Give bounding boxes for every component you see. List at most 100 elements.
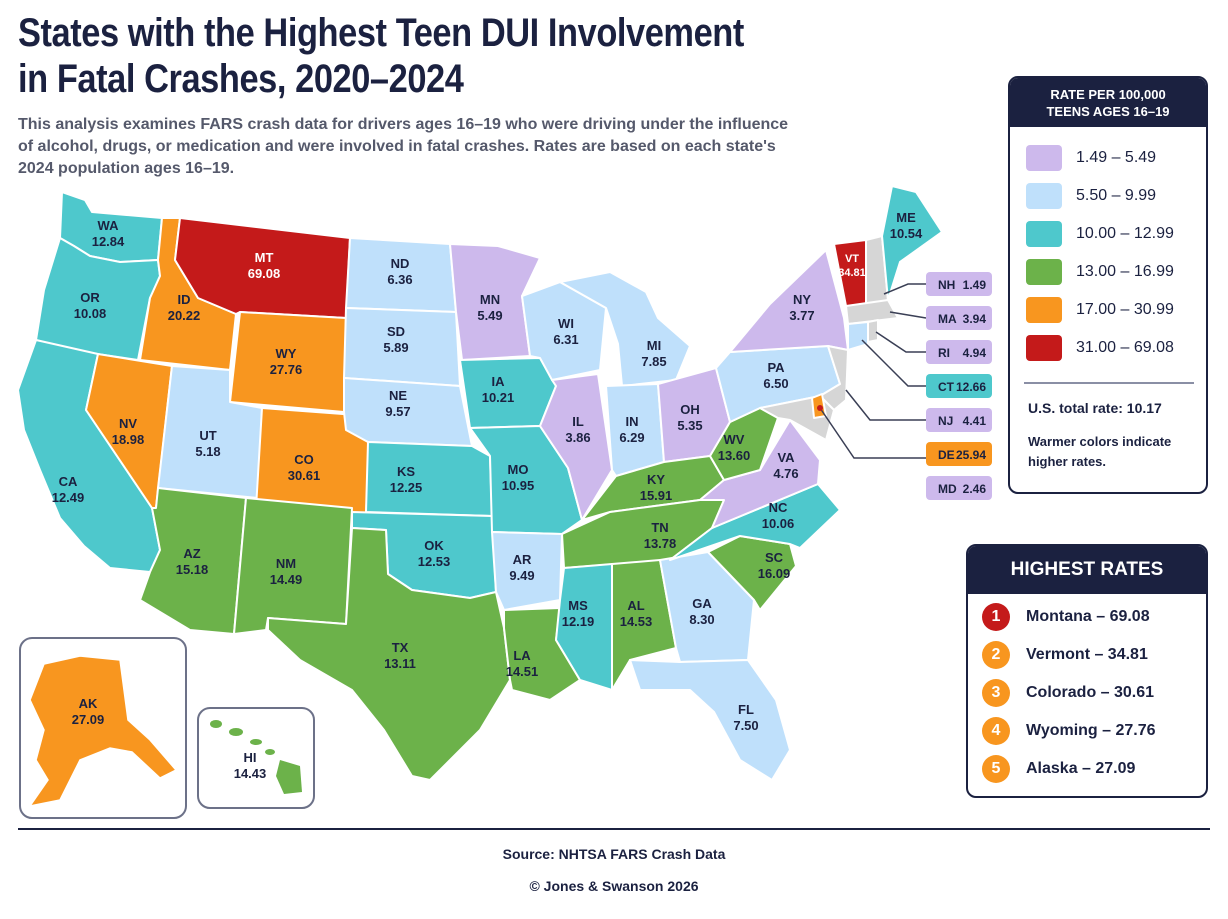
label-TX: TX [392, 640, 409, 655]
label-NC: NC [769, 500, 788, 515]
label-MN: MN [480, 292, 500, 307]
small-state-ri-box[interactable] [926, 340, 992, 364]
highest-rates-title: HIGHEST RATES [968, 546, 1206, 594]
small-state-md-box[interactable] [926, 476, 992, 500]
value-AR: 9.49 [509, 568, 534, 583]
highest-label: Vermont – 34.81 [1026, 646, 1148, 663]
label-MT: MT [255, 250, 274, 265]
small-state-ri-value: 4.94 [963, 346, 987, 360]
legend-swatch [1026, 221, 1062, 247]
value-MS: 12.19 [562, 614, 595, 629]
value-NC: 10.06 [762, 516, 795, 531]
highest-label: Wyoming – 27.76 [1026, 722, 1156, 739]
value-ME: 10.54 [890, 226, 923, 241]
legend-label: 1.49 – 5.49 [1076, 149, 1157, 166]
value-LA: 14.51 [506, 664, 539, 679]
state-IL[interactable] [539, 373, 613, 521]
state-KS[interactable] [365, 441, 493, 517]
state-MI[interactable] [559, 271, 691, 387]
label-MO: MO [508, 462, 529, 477]
rank-badge: 4 [982, 717, 1010, 745]
state-NY[interactable] [729, 249, 849, 353]
value-WA: 12.84 [92, 234, 125, 249]
state-NC[interactable] [669, 483, 841, 561]
label-WI: WI [558, 316, 574, 331]
small-state-ma-box[interactable] [926, 306, 992, 330]
source-note: Source: NHTSA FARS Crash Data [502, 846, 726, 862]
value-MT: 69.08 [248, 266, 281, 281]
legend-bin-6: 31.00 – 69.08 [1026, 334, 1174, 362]
title-line-1: States with the Highest Teen DUI Involve… [18, 11, 744, 55]
label-CA: CA [59, 474, 78, 489]
legend-label: 17.00 – 30.99 [1076, 301, 1174, 318]
small-state-nj-code: NJ [938, 414, 953, 428]
label-OR: OR [80, 290, 100, 305]
legend-bin-4: 13.00 – 16.99 [1026, 258, 1174, 286]
value-NE: 9.57 [385, 404, 410, 419]
label-SD: SD [387, 324, 405, 339]
small-state-nj-box[interactable] [926, 408, 992, 432]
small-state-md-value: 2.46 [963, 482, 987, 496]
legend-bin-2: 5.50 – 9.99 [1026, 182, 1156, 210]
value-KY: 15.91 [640, 488, 673, 503]
legend-title-line-1: RATE PER 100,000 [1050, 87, 1166, 102]
state-CT[interactable] [847, 321, 869, 351]
value-CO: 30.61 [288, 468, 321, 483]
legend-note: Warmer colors indicate higher rates. [1028, 434, 1172, 469]
state-AZ[interactable] [139, 487, 247, 635]
label-WY: WY [276, 346, 297, 361]
label-UT: UT [199, 428, 216, 443]
legend-label: 31.00 – 69.08 [1076, 339, 1174, 356]
label-AK: AK [79, 696, 98, 711]
label-HI: HI [244, 750, 257, 765]
small-state-md-code: MD [938, 482, 957, 496]
legend-bin-5: 17.00 – 30.99 [1026, 296, 1174, 324]
label-KS: KS [397, 464, 415, 479]
rank-badge: 3 [982, 679, 1010, 707]
us-total-rate: U.S. total rate: 10.17 [1028, 400, 1162, 416]
state-MA[interactable] [845, 299, 899, 325]
state-AR[interactable] [491, 531, 563, 611]
state-RI[interactable] [867, 319, 879, 343]
small-state-nh-value: 1.49 [963, 278, 987, 292]
copyright-note: © Jones & Swanson 2026 [529, 878, 699, 894]
title-line-2: in Fatal Crashes, 2020–2024 [18, 57, 464, 101]
label-WA: WA [98, 218, 120, 233]
small-state-de-box[interactable] [926, 442, 992, 466]
state-FL[interactable] [629, 659, 791, 781]
value-WY: 27.76 [270, 362, 303, 377]
state-AK[interactable] [28, 655, 178, 808]
highest-label: Montana – 69.08 [1026, 608, 1150, 625]
value-GA: 8.30 [689, 612, 714, 627]
rank-badge: 2 [982, 641, 1010, 669]
label-AL: AL [627, 598, 644, 613]
value-TX: 13.11 [384, 656, 416, 671]
value-VA: 4.76 [773, 466, 798, 481]
small-state-ct-box[interactable] [926, 374, 992, 398]
value-HI: 14.43 [234, 766, 267, 781]
highest-label: Colorado – 30.61 [1026, 684, 1155, 701]
legend-title: RATE PER 100,000 TEENS AGES 16–19 [1010, 78, 1206, 127]
legend-swatch [1026, 259, 1062, 285]
highest-item-4: 4 Wyoming – 27.76 [982, 716, 1156, 746]
label-LA: LA [513, 648, 531, 663]
value-WV: 13.60 [718, 448, 751, 463]
state-ME[interactable] [881, 185, 943, 301]
legend-swatch [1026, 335, 1062, 361]
legend-bin-1: 1.49 – 5.49 [1026, 144, 1156, 172]
legend-swatch [1026, 145, 1062, 171]
state-AL[interactable] [611, 559, 677, 691]
highest-item-5: 5 Alaska – 27.09 [982, 754, 1135, 784]
legend-swatch [1026, 297, 1062, 323]
state-TX[interactable] [267, 527, 511, 781]
label-VT: VT [845, 253, 859, 265]
value-NV: 18.98 [112, 432, 145, 447]
delaware-marker [817, 405, 823, 411]
subtitle-line-1: This analysis examines FARS crash data f… [18, 116, 789, 133]
value-NY: 3.77 [789, 308, 814, 323]
small-state-nh-box[interactable] [926, 272, 992, 296]
label-MS: MS [568, 598, 588, 613]
state-HI[interactable] [210, 720, 302, 794]
value-KS: 12.25 [390, 480, 423, 495]
